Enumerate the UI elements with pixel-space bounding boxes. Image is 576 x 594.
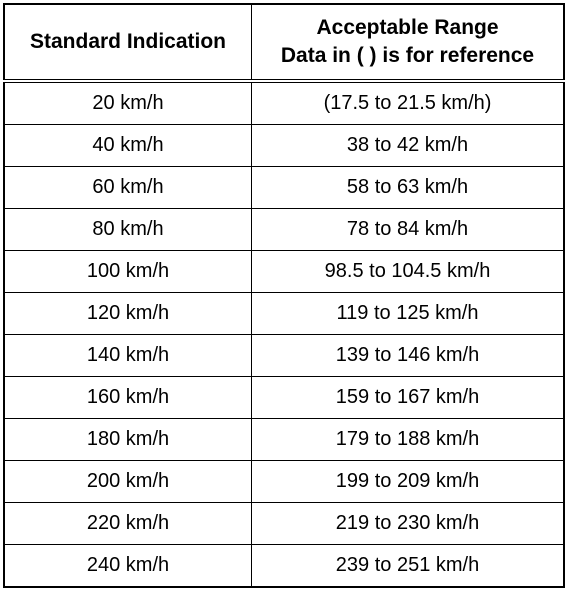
table-cell: 119 to 125 km/h	[251, 292, 565, 335]
table-body: 20 km/h (17.5 to 21.5 km/h) 40 km/h 38 to 4…	[3, 80, 565, 588]
table-row: 180 km/h 179 to 188 km/h	[3, 418, 565, 461]
header-text: Acceptable Range	[316, 16, 499, 39]
table-row: 20 km/h (17.5 to 21.5 km/h)	[3, 80, 565, 125]
table-cell: 139 to 146 km/h	[251, 334, 565, 377]
table-row: 60 km/h 58 to 63 km/h	[3, 166, 565, 209]
header-row: Standard Indication Acceptable Range Data…	[3, 3, 565, 83]
table-row: 240 km/h 239 to 251 km/h	[3, 544, 565, 588]
table-cell: 220 km/h	[3, 502, 252, 545]
table-cell: 159 to 167 km/h	[251, 376, 565, 419]
table-row: 200 km/h 199 to 209 km/h	[3, 460, 565, 503]
table-cell: 239 to 251 km/h	[251, 544, 565, 588]
header-cell: Standard Indication	[3, 3, 252, 83]
table-row: 80 km/h 78 to 84 km/h	[3, 208, 565, 251]
table-row: 100 km/h 98.5 to 104.5 km/h	[3, 250, 565, 293]
table-row: 120 km/h 119 to 125 km/h	[3, 292, 565, 335]
header-text: Standard Indication	[29, 30, 226, 53]
table-cell: 140 km/h	[3, 334, 252, 377]
table-cell: 100 km/h	[3, 250, 252, 293]
table-cell: (17.5 to 21.5 km/h)	[251, 80, 565, 125]
table-cell: 58 to 63 km/h	[251, 166, 565, 209]
table-cell: 38 to 42 km/h	[251, 124, 565, 167]
table-cell: 160 km/h	[3, 376, 252, 419]
table-header: Standard Indication Acceptable Range Data…	[3, 3, 565, 83]
table-cell: 199 to 209 km/h	[251, 460, 565, 503]
table-row: 160 km/h 159 to 167 km/h	[3, 376, 565, 419]
table-cell: 78 to 84 km/h	[251, 208, 565, 251]
header-text: Data in ( ) is for reference	[280, 44, 535, 67]
table-cell: 219 to 230 km/h	[251, 502, 565, 545]
table-cell: 240 km/h	[3, 544, 252, 588]
table-cell: 80 km/h	[3, 208, 252, 251]
table-cell: 20 km/h	[3, 80, 252, 125]
table-row: 40 km/h 38 to 42 km/h	[3, 124, 565, 167]
speedometer-table: Standard Indication Acceptable Range Data…	[3, 3, 565, 588]
table-row: 140 km/h 139 to 146 km/h	[3, 334, 565, 377]
table-cell: 200 km/h	[3, 460, 252, 503]
table-cell: 120 km/h	[3, 292, 252, 335]
table-cell: 60 km/h	[3, 166, 252, 209]
table-cell: 179 to 188 km/h	[251, 418, 565, 461]
table-row: 220 km/h 219 to 230 km/h	[3, 502, 565, 545]
table-cell: 180 km/h	[3, 418, 252, 461]
header-cell: Acceptable Range Data in ( ) is for refer…	[251, 3, 565, 83]
table-cell: 40 km/h	[3, 124, 252, 167]
table-cell: 98.5 to 104.5 km/h	[251, 250, 565, 293]
